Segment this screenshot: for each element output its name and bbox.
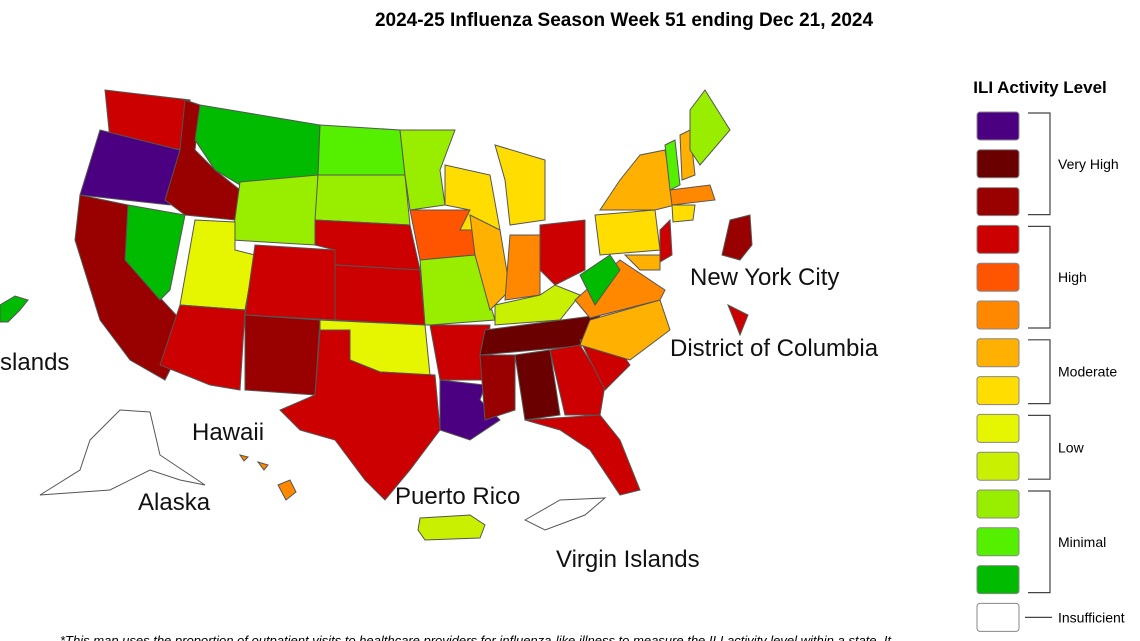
puerto-rico	[417, 514, 486, 541]
state	[79, 129, 181, 206]
legend-swatch	[976, 527, 1020, 557]
map-label: Puerto Rico	[395, 483, 520, 510]
legend: Very High High Moderate Low Minimal Insuffici…	[976, 111, 1125, 632]
legend-swatch	[976, 451, 1020, 481]
state	[469, 214, 511, 311]
legend-bracket	[1028, 112, 1051, 216]
footnote: *This map uses the proportion of outpati…	[60, 633, 892, 641]
legend-swatch	[976, 262, 1020, 292]
state	[244, 314, 321, 396]
state	[659, 218, 673, 263]
state	[444, 164, 501, 231]
map-label: Mariana Islands	[0, 349, 69, 376]
state	[159, 304, 246, 391]
state	[689, 89, 731, 166]
state	[549, 344, 606, 416]
legend-swatch	[976, 602, 1020, 632]
legend-label: Very High	[1058, 156, 1119, 172]
state	[231, 174, 319, 246]
state	[524, 414, 641, 496]
state	[314, 174, 411, 226]
legend-label: Minimal	[1058, 534, 1106, 550]
nyc-inset	[721, 214, 753, 261]
legend-swatch	[976, 565, 1020, 595]
legend-label: Low	[1058, 439, 1085, 455]
state	[599, 149, 676, 211]
legend-swatch	[976, 376, 1020, 406]
legend-bracket	[1028, 490, 1051, 594]
map-label: New York City	[690, 264, 839, 291]
legend-swatch	[976, 413, 1020, 443]
legend-title: ILI Activity Level	[973, 78, 1107, 97]
title: 2024-25 Influenza Season Week 51 ending …	[375, 10, 874, 31]
state	[623, 254, 661, 271]
hawaii-island	[238, 454, 249, 462]
legend-swatch	[976, 338, 1020, 368]
mariana-islands	[0, 295, 29, 323]
state	[669, 184, 716, 206]
legend-swatch	[976, 300, 1020, 330]
legend-bracket	[1028, 225, 1051, 329]
legend-swatch	[976, 149, 1020, 179]
legend-swatch	[976, 111, 1020, 141]
state	[334, 264, 426, 326]
legend-swatch	[976, 224, 1020, 254]
legend-label: High	[1058, 269, 1087, 285]
state	[579, 254, 621, 306]
dc-inset	[727, 303, 749, 337]
state	[244, 244, 336, 321]
state	[539, 219, 586, 286]
map-label: Alaska	[138, 489, 211, 516]
legend-label: Insufficient	[1058, 609, 1125, 625]
state	[671, 204, 696, 223]
virgin-islands	[523, 497, 607, 531]
map-label: Hawaii	[192, 419, 264, 446]
state	[419, 254, 496, 326]
map-label: Virgin Islands	[556, 546, 700, 573]
state	[514, 349, 561, 421]
legend-swatch	[976, 187, 1020, 217]
hawaii-island	[277, 479, 297, 501]
state	[594, 209, 661, 256]
state	[279, 329, 441, 501]
alaska	[39, 409, 206, 496]
state	[409, 209, 476, 261]
state	[664, 139, 681, 191]
state	[479, 354, 516, 421]
map-label: District of Columbia	[670, 335, 879, 362]
legend-swatch	[976, 489, 1020, 519]
hawaii-island	[256, 461, 269, 471]
state	[124, 204, 186, 301]
state	[494, 144, 546, 226]
legend-bracket	[1028, 414, 1051, 480]
state	[317, 124, 406, 176]
legend-label: Moderate	[1058, 364, 1117, 380]
state	[504, 234, 541, 301]
legend-bracket	[1028, 339, 1051, 405]
states	[0, 89, 753, 541]
